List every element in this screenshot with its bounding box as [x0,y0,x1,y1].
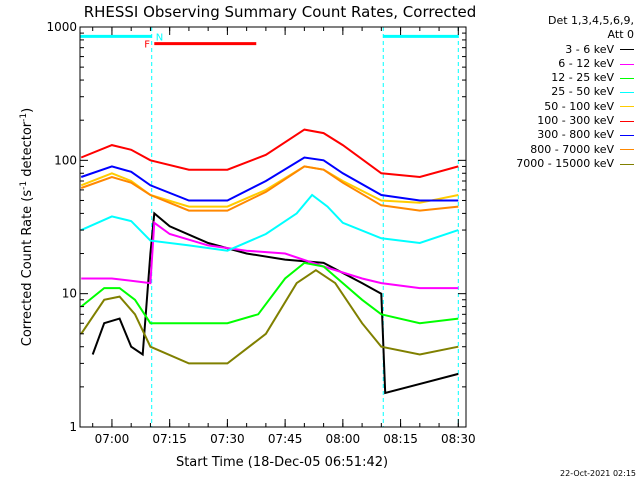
legend-item-1: 6 - 12 keV [484,57,634,71]
y-axis-label: Corrected Count Rate (s-1 detector-1) [19,108,35,346]
legend-item-7: 800 - 7000 keV [484,143,634,157]
legend-label: 300 - 800 keV [537,128,614,142]
x-axis-label: Start Time (18-Dec-05 06:51:42) [176,455,388,470]
x-tick-label-3: 07:45 [268,432,303,446]
legend-swatch [620,63,634,65]
y-tick-label-1: 10 [62,287,77,301]
series-line-7 [80,165,459,212]
legend-header-attenuator: Att 0 [607,28,634,42]
plot-area: NF [80,27,459,427]
x-axis: 07:00 07:15 07:30 07:45 08:00 08:15 08:30 [92,27,476,446]
series-line-1 [81,220,459,290]
legend-swatch [620,77,634,79]
legend-swatch [620,135,634,137]
legend-item-3: 25 - 50 keV [484,85,634,99]
legend-label: 25 - 50 keV [551,85,614,99]
legend-swatch [620,49,634,51]
plot-frame [79,26,467,428]
legend-label: 12 - 25 keV [551,71,614,85]
series-line-5 [80,128,459,179]
legend-item-0: 3 - 6 keV [484,43,634,57]
chart-title: RHESSI Observing Summary Count Rates, Co… [84,3,477,21]
x-tick-label-1: 07:15 [152,432,187,446]
shading-label-0: N [156,32,163,43]
flare-label: F [144,40,150,51]
x-tick-label-5: 08:15 [383,432,418,446]
legend-item-5: 100 - 300 keV [484,114,634,128]
y-tick-label-2: 100 [54,153,77,167]
legend-item-4: 50 - 100 keV [484,100,634,114]
legend-swatch [620,106,634,108]
legend-item-6: 300 - 800 keV [484,128,634,142]
y-tick-label-0: 1 [69,420,77,434]
series-line-8 [80,268,459,365]
x-tick-label-2: 07:30 [210,432,245,446]
legend-label: 6 - 12 keV [558,56,614,70]
legend: Det 1,3,4,5,6,9, Att 0 3 - 6 keV 6 - 12 k… [484,14,634,171]
series-line-2 [80,261,459,325]
legend-label: 100 - 300 keV [537,114,614,128]
legend-label: 3 - 6 keV [565,42,614,56]
series-line-4 [80,165,459,208]
series-line-6 [80,156,459,202]
legend-label: 50 - 100 keV [544,99,614,113]
legend-label: 7000 - 15000 keV [516,156,614,170]
x-tick-label-4: 08:00 [326,432,361,446]
legend-item-2: 12 - 25 keV [484,71,634,85]
y-axis: 1 10 100 1000 [46,20,466,434]
legend-item-8: 7000 - 15000 keV [484,157,634,171]
series-line-3 [80,193,459,252]
legend-rows: 3 - 6 keV 6 - 12 keV 12 - 25 keV 25 - 50 ke… [484,43,634,172]
generation-timestamp: 22-Oct-2021 02:15 [560,469,636,478]
x-tick-label-6: 08:30 [441,432,476,446]
y-tick-label-3: 1000 [46,20,77,34]
legend-swatch [620,120,634,122]
series-line-0 [91,211,459,395]
legend-swatch [620,149,634,151]
legend-swatch [620,92,634,94]
legend-swatch [620,163,634,165]
legend-label: 800 - 7000 keV [530,142,614,156]
legend-header-detectors: Det 1,3,4,5,6,9, [547,14,634,27]
x-tick-label-0: 07:00 [95,432,130,446]
